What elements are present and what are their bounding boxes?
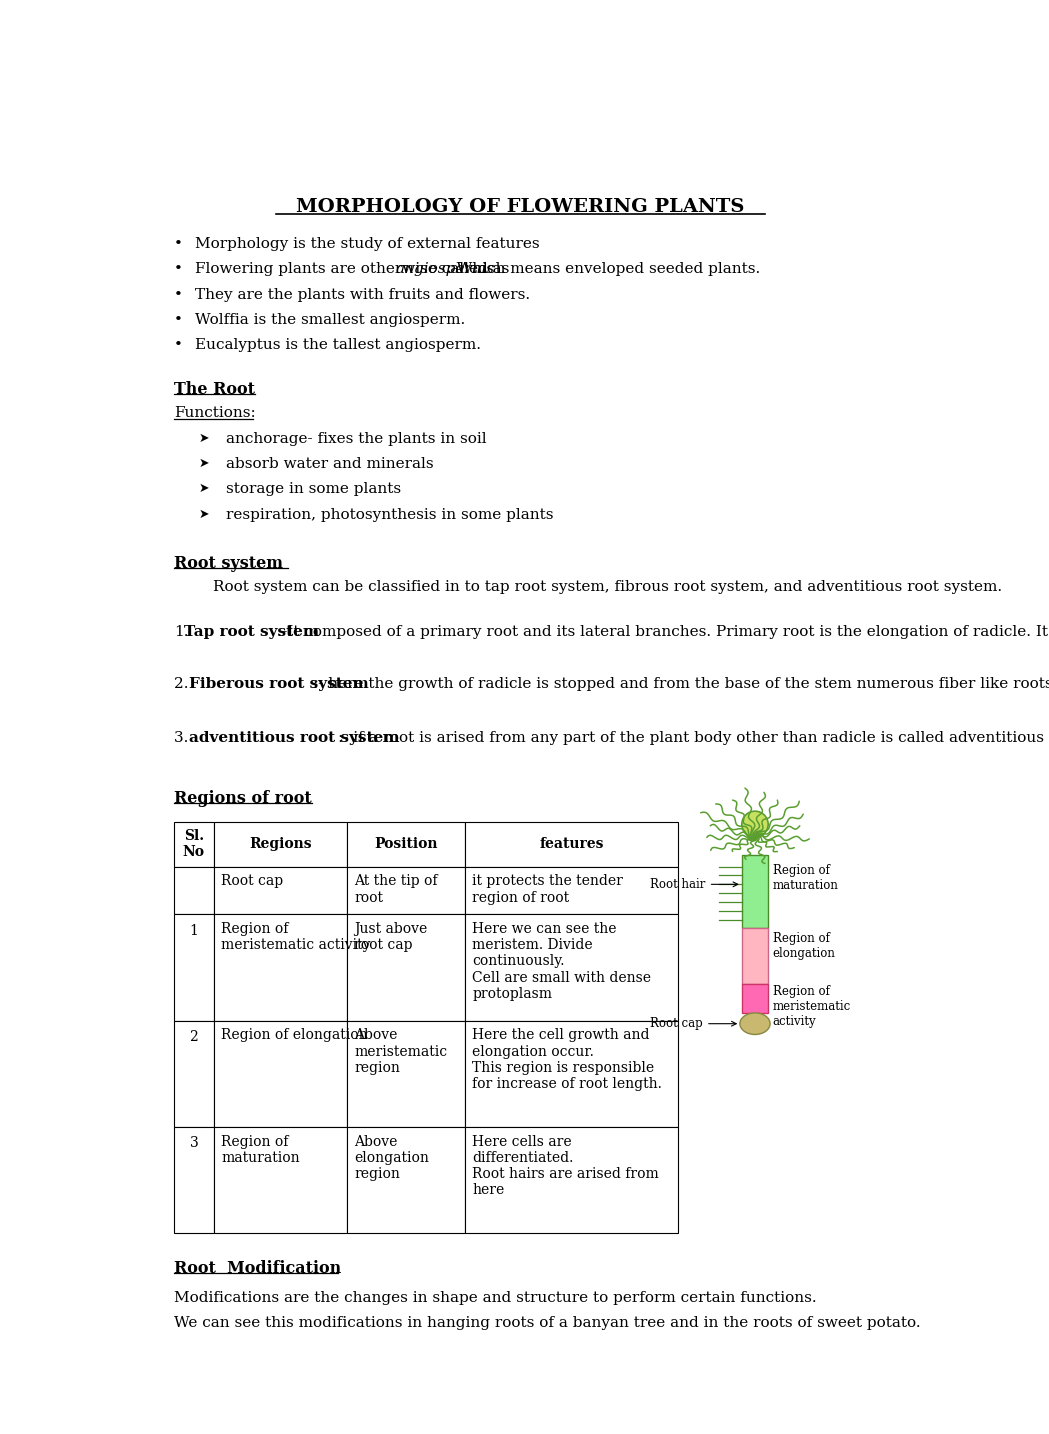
- Text: Root  Modification: Root Modification: [174, 1260, 341, 1278]
- Text: 2.: 2.: [174, 677, 193, 691]
- Text: :- here the growth of radicle is stopped and from the base of the stem numerous : :- here the growth of radicle is stopped…: [313, 677, 1049, 691]
- Text: Eucalyptus is the tallest angiosperm.: Eucalyptus is the tallest angiosperm.: [195, 338, 481, 353]
- Text: 1.: 1.: [174, 625, 188, 638]
- Text: storage in some plants: storage in some plants: [227, 482, 402, 496]
- Bar: [174, 1021, 214, 1127]
- Text: Root cap: Root cap: [650, 1017, 736, 1030]
- Bar: [174, 866, 214, 915]
- Text: 3: 3: [190, 1136, 198, 1150]
- Text: The Root: The Root: [174, 381, 255, 397]
- Text: •: •: [174, 288, 183, 301]
- Text: Root cap: Root cap: [221, 875, 283, 888]
- Text: Wolffia is the smallest angiosperm.: Wolffia is the smallest angiosperm.: [195, 313, 466, 327]
- Bar: [465, 1021, 678, 1127]
- Text: They are the plants with fruits and flowers.: They are the plants with fruits and flow…: [195, 288, 531, 301]
- Bar: [347, 915, 465, 1021]
- Text: Region of
maturation: Region of maturation: [221, 1134, 300, 1164]
- Text: •: •: [174, 237, 183, 251]
- Text: Fiberous root system: Fiberous root system: [189, 677, 368, 691]
- Text: Position: Position: [374, 837, 438, 852]
- Text: Flowering plants are otherwise called as: Flowering plants are otherwise called as: [195, 262, 515, 277]
- Text: Above
elongation
region: Above elongation region: [355, 1134, 429, 1182]
- Text: features: features: [539, 837, 603, 852]
- Bar: [347, 1127, 465, 1233]
- Bar: [214, 1127, 347, 1233]
- Text: ➤: ➤: [198, 508, 209, 521]
- Bar: [347, 822, 465, 866]
- Text: Root system can be classified in to tap root system, fibrous root system, and ad: Root system can be classified in to tap …: [174, 581, 1002, 594]
- Bar: [465, 915, 678, 1021]
- Bar: [214, 822, 347, 866]
- Bar: [214, 915, 347, 1021]
- Text: Region of
meristematic
activity: Region of meristematic activity: [773, 985, 851, 1028]
- Text: Here we can see the
meristem. Divide
continuously.
Cell are small with dense
pro: Here we can see the meristem. Divide con…: [472, 922, 651, 1001]
- Bar: [742, 984, 768, 1012]
- Bar: [465, 866, 678, 915]
- Text: Functions:: Functions:: [174, 406, 256, 420]
- Bar: [465, 1127, 678, 1233]
- Bar: [742, 855, 768, 928]
- Text: 2: 2: [190, 1030, 198, 1044]
- Text: 1: 1: [190, 923, 198, 938]
- Bar: [742, 928, 768, 984]
- Text: respiration, photosynthesis in some plants: respiration, photosynthesis in some plan…: [227, 508, 554, 522]
- Text: Region of elongation: Region of elongation: [221, 1028, 367, 1043]
- Text: Just above
root cap: Just above root cap: [355, 922, 428, 952]
- Ellipse shape: [740, 1012, 770, 1034]
- Text: At the tip of
root: At the tip of root: [355, 875, 437, 905]
- Text: Here the cell growth and
elongation occur.
This region is responsible
for increa: Here the cell growth and elongation occu…: [472, 1028, 662, 1091]
- Bar: [174, 1127, 214, 1233]
- Text: :-It composed of a primary root and its lateral branches. Primary root is the el: :-It composed of a primary root and its …: [277, 625, 1049, 638]
- Text: We can see this modifications in hanging roots of a banyan tree and in the roots: We can see this modifications in hanging…: [174, 1316, 920, 1331]
- Text: . Which means enveloped seeded plants.: . Which means enveloped seeded plants.: [447, 262, 761, 277]
- Text: Regions of root: Regions of root: [174, 790, 312, 806]
- Bar: [214, 866, 347, 915]
- Text: •: •: [174, 262, 183, 277]
- Text: absorb water and minerals: absorb water and minerals: [227, 457, 434, 470]
- Text: Region of
elongation: Region of elongation: [773, 932, 836, 961]
- Text: anchorage- fixes the plants in soil: anchorage- fixes the plants in soil: [227, 432, 487, 446]
- Text: 3.: 3.: [174, 731, 193, 746]
- Text: •: •: [174, 313, 183, 327]
- Text: Region of
meristematic activity: Region of meristematic activity: [221, 922, 370, 952]
- Bar: [214, 1021, 347, 1127]
- Text: Regions: Regions: [250, 837, 312, 852]
- Text: it protects the tender
region of root: it protects the tender region of root: [472, 875, 623, 905]
- Text: Above
meristematic
region: Above meristematic region: [355, 1028, 448, 1074]
- Text: Here cells are
differentiated.
Root hairs are arised from
here: Here cells are differentiated. Root hair…: [472, 1134, 659, 1197]
- Text: •: •: [174, 338, 183, 353]
- Bar: [174, 822, 214, 866]
- Text: Sl.
No: Sl. No: [183, 829, 205, 859]
- Bar: [465, 822, 678, 866]
- Text: Morphology is the study of external features: Morphology is the study of external feat…: [195, 237, 540, 251]
- Text: Root hair: Root hair: [650, 878, 737, 891]
- Text: ➤: ➤: [198, 432, 209, 445]
- Circle shape: [742, 812, 768, 837]
- Text: angiosperms: angiosperms: [395, 262, 495, 277]
- Bar: [347, 1021, 465, 1127]
- Text: MORPHOLOGY OF FLOWERING PLANTS: MORPHOLOGY OF FLOWERING PLANTS: [297, 198, 745, 217]
- Text: adventitious root system: adventitious root system: [189, 731, 400, 746]
- Text: Root system: Root system: [174, 555, 283, 572]
- Text: :- if a root is arised from any part of the plant body other than radicle is cal: :- if a root is arised from any part of …: [338, 731, 1049, 746]
- Text: Tap root system: Tap root system: [184, 625, 319, 638]
- Bar: [174, 915, 214, 1021]
- Text: Region of
maturation: Region of maturation: [773, 865, 839, 892]
- Text: ➤: ➤: [198, 482, 209, 495]
- Bar: [347, 866, 465, 915]
- Text: Modifications are the changes in shape and structure to perform certain function: Modifications are the changes in shape a…: [174, 1291, 816, 1305]
- Text: ➤: ➤: [198, 457, 209, 470]
